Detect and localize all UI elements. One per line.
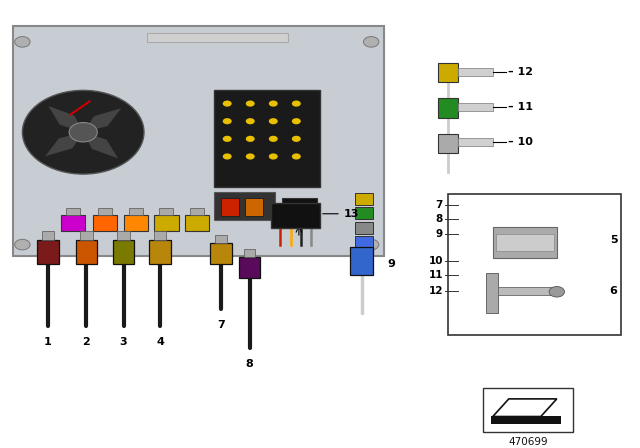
Bar [458, 68, 493, 76]
Bar [215, 235, 227, 243]
Bar [13, 26, 384, 256]
Bar [190, 207, 204, 215]
Bar [498, 287, 552, 295]
Bar [458, 138, 493, 146]
Bar [458, 103, 493, 111]
Bar [355, 207, 373, 220]
Bar [210, 243, 232, 264]
Text: 7: 7 [435, 200, 443, 210]
Bar [124, 215, 148, 232]
Bar [93, 215, 117, 232]
Bar [214, 90, 320, 187]
Bar [438, 134, 458, 153]
Bar [486, 273, 498, 313]
Bar [37, 240, 59, 264]
Text: 470699: 470699 [508, 437, 548, 447]
Text: 8: 8 [246, 359, 253, 369]
Text: 7: 7 [217, 319, 225, 330]
Text: 12: 12 [428, 286, 443, 296]
Bar [113, 240, 134, 264]
Bar [117, 231, 130, 240]
Text: 6: 6 [610, 286, 618, 296]
Bar [355, 193, 373, 205]
Text: – 10: – 10 [508, 138, 532, 147]
Bar [129, 207, 143, 215]
Text: – 11: – 11 [508, 102, 532, 112]
Bar [448, 194, 621, 335]
Bar [76, 240, 97, 264]
Text: 11: 11 [428, 271, 443, 280]
Circle shape [223, 136, 232, 142]
Circle shape [223, 153, 232, 159]
Circle shape [246, 153, 255, 159]
Text: 3: 3 [120, 337, 127, 347]
Circle shape [246, 136, 255, 142]
Text: 8: 8 [436, 215, 443, 224]
Bar [350, 247, 373, 276]
Circle shape [15, 37, 30, 47]
Bar [221, 198, 239, 216]
Polygon shape [45, 132, 83, 156]
Bar [355, 222, 373, 234]
Bar [239, 257, 260, 278]
Bar [61, 215, 85, 232]
Bar [483, 388, 573, 432]
Circle shape [223, 100, 232, 107]
Text: 9: 9 [387, 259, 395, 269]
Circle shape [69, 123, 97, 142]
Circle shape [269, 153, 278, 159]
Circle shape [246, 118, 255, 124]
Text: 10: 10 [428, 256, 443, 266]
Bar [438, 98, 458, 118]
Bar [491, 416, 561, 424]
Circle shape [269, 100, 278, 107]
Text: 2: 2 [83, 337, 90, 347]
Bar [42, 231, 54, 240]
Bar [80, 231, 93, 240]
Bar [493, 227, 557, 258]
Bar [149, 240, 171, 264]
Circle shape [269, 136, 278, 142]
Bar [245, 198, 263, 216]
Bar [66, 207, 80, 215]
Bar [185, 215, 209, 232]
Circle shape [22, 90, 144, 174]
Polygon shape [83, 132, 118, 159]
Circle shape [292, 153, 301, 159]
Text: – 12: – 12 [508, 67, 532, 77]
Text: 4: 4 [156, 337, 164, 347]
Polygon shape [83, 108, 122, 132]
Bar [271, 203, 320, 228]
Text: 13: 13 [323, 209, 359, 219]
Bar [98, 207, 112, 215]
Polygon shape [48, 106, 83, 132]
Bar [355, 236, 373, 249]
Text: 9: 9 [436, 229, 443, 240]
Bar [154, 231, 166, 240]
Circle shape [246, 100, 255, 107]
Bar [147, 33, 288, 42]
Text: 1: 1 [44, 337, 52, 347]
Circle shape [15, 239, 30, 250]
Circle shape [364, 239, 379, 250]
Text: 5: 5 [610, 235, 618, 245]
Bar [159, 207, 173, 215]
Bar [214, 192, 275, 220]
Bar [496, 233, 554, 251]
Bar [282, 198, 317, 223]
Circle shape [292, 118, 301, 124]
Circle shape [269, 118, 278, 124]
Bar [154, 215, 179, 232]
Circle shape [549, 286, 564, 297]
Circle shape [364, 37, 379, 47]
Bar [438, 63, 458, 82]
Bar [244, 249, 255, 257]
Circle shape [223, 118, 232, 124]
Circle shape [292, 100, 301, 107]
Circle shape [292, 136, 301, 142]
